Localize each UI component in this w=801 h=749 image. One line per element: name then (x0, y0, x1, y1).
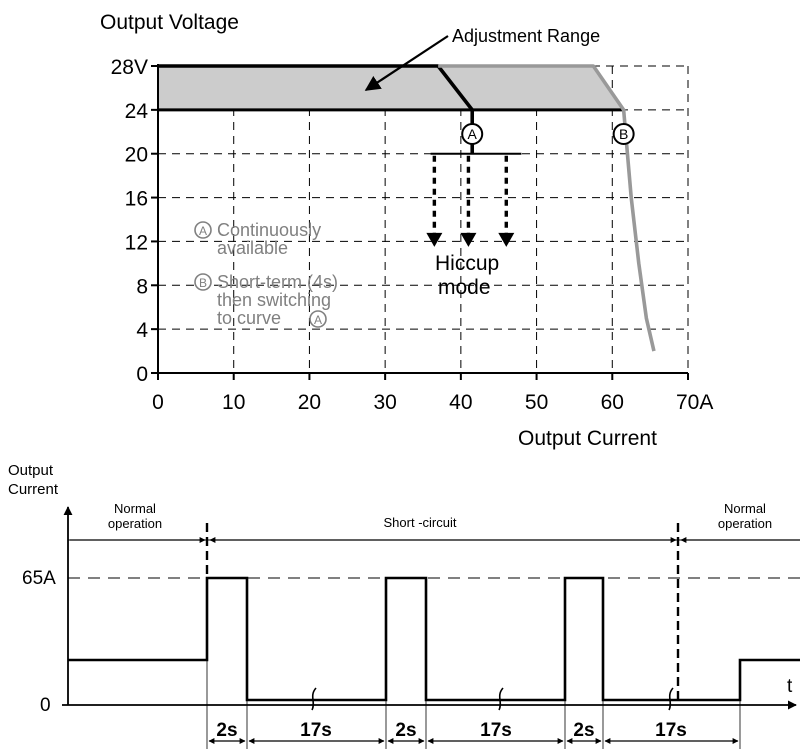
x-tick-label: 40 (449, 391, 472, 414)
adjustment-range-arrow (364, 35, 449, 91)
phase-normal-1-line1: Normal (114, 501, 156, 516)
axes (157, 64, 688, 374)
legend-b-line2: then switching (217, 290, 331, 310)
adjustment-range-area (158, 66, 624, 110)
marker-a-letter: A (468, 126, 478, 142)
interval-label: 17s (480, 720, 512, 741)
hiccup-label-line1: Hiccup (435, 252, 499, 275)
phase-normal-1-line2: operation (108, 516, 162, 531)
marker-a (461, 122, 484, 145)
voltage-current-chart: Output Voltage Output Current 0 4 8 12 16 20 2… (100, 11, 713, 450)
intervals: 2s 17s 2s 17s 2s 17s (208, 720, 739, 744)
break-mark-1 (311, 687, 317, 711)
bottom-x-axis-title: t (787, 676, 793, 697)
x-tick-label: 20 (298, 391, 321, 414)
x-tick-label: 30 (373, 391, 396, 414)
phase-normal-2-line1: Normal (724, 501, 766, 516)
legend-item-a: A Continuously available (194, 220, 321, 258)
legend-item-b: B Short-term (4s) then switching to curv… (194, 272, 338, 328)
marker-b-letter: B (619, 126, 628, 142)
legend-marker-b (194, 273, 212, 291)
legend-marker-b-letter: B (199, 276, 207, 290)
interval-label: 2s (395, 720, 416, 741)
x-axis-title: Output Current (518, 427, 657, 450)
zero-level-label: 0 (40, 695, 51, 716)
y-tick-label: 4 (136, 319, 148, 342)
y-tick-labels: 0 4 8 12 16 20 24 28V (111, 56, 158, 386)
y-tick-label: 12 (125, 231, 148, 254)
break-mark-3 (668, 687, 674, 711)
interval-label: 2s (573, 720, 594, 741)
y-axis-title: Output Voltage (100, 11, 239, 34)
interval-guides (206, 578, 741, 749)
bottom-y-axis-title-line1: Output (8, 462, 54, 479)
adjustment-range-label: Adjustment Range (452, 26, 600, 46)
current-waveform (68, 576, 800, 702)
interval-label: 17s (655, 720, 687, 741)
hiccup-label-line2: mode (438, 276, 491, 299)
series-line-b (438, 64, 656, 352)
legend: A Continuously available B Short-term (4… (194, 220, 338, 328)
phase-short-circuit-label: Short -circuit (384, 515, 457, 530)
y-tick-label: 0 (136, 363, 148, 386)
adjustment-range-annotation: Adjustment Range (364, 26, 600, 91)
x-tick-label: 60 (601, 391, 624, 414)
legend-marker-a-letter: A (199, 224, 207, 238)
legend-marker-b-trailing-letter: A (314, 313, 322, 327)
adjustment-range-fill (158, 66, 624, 110)
legend-b-line1: Short-term (4s) (217, 272, 338, 292)
y-tick-label: 24 (125, 100, 149, 123)
x-tick-labels: 0 10 20 30 40 50 60 70A (152, 373, 713, 414)
marker-b (612, 122, 635, 145)
y-tick-label: 20 (125, 144, 148, 167)
legend-marker-b-trailing (309, 310, 327, 328)
y-tick-label: 28V (111, 56, 148, 79)
x-tick-label: 50 (525, 391, 548, 414)
x-tick-label: 70A (676, 391, 713, 414)
hiccup-timing-chart: Output Current t 65A 0 Normal operation … (8, 462, 800, 749)
legend-a-line2: available (217, 238, 288, 258)
phase-normal-2-line2: operation (718, 516, 772, 531)
interval-label: 2s (216, 720, 237, 741)
interval-label: 17s (300, 720, 332, 741)
legend-a-line1: Continuously (217, 220, 321, 240)
hiccup-arrow-head (426, 232, 443, 247)
break-mark-2 (498, 687, 504, 711)
y-tick-label: 8 (136, 275, 148, 298)
x-tick-label: 10 (222, 391, 245, 414)
peak-level-label: 65A (22, 568, 56, 589)
legend-marker-a (194, 221, 212, 239)
hiccup-arrow-head (460, 232, 477, 247)
legend-b-line3: to curve (217, 308, 281, 328)
x-tick-label: 0 (152, 391, 164, 414)
bottom-y-axis-title-line2: Current (8, 481, 59, 498)
hiccup-arrow-head (498, 232, 515, 247)
y-tick-label: 16 (125, 188, 148, 211)
hiccup-mode (426, 152, 522, 247)
